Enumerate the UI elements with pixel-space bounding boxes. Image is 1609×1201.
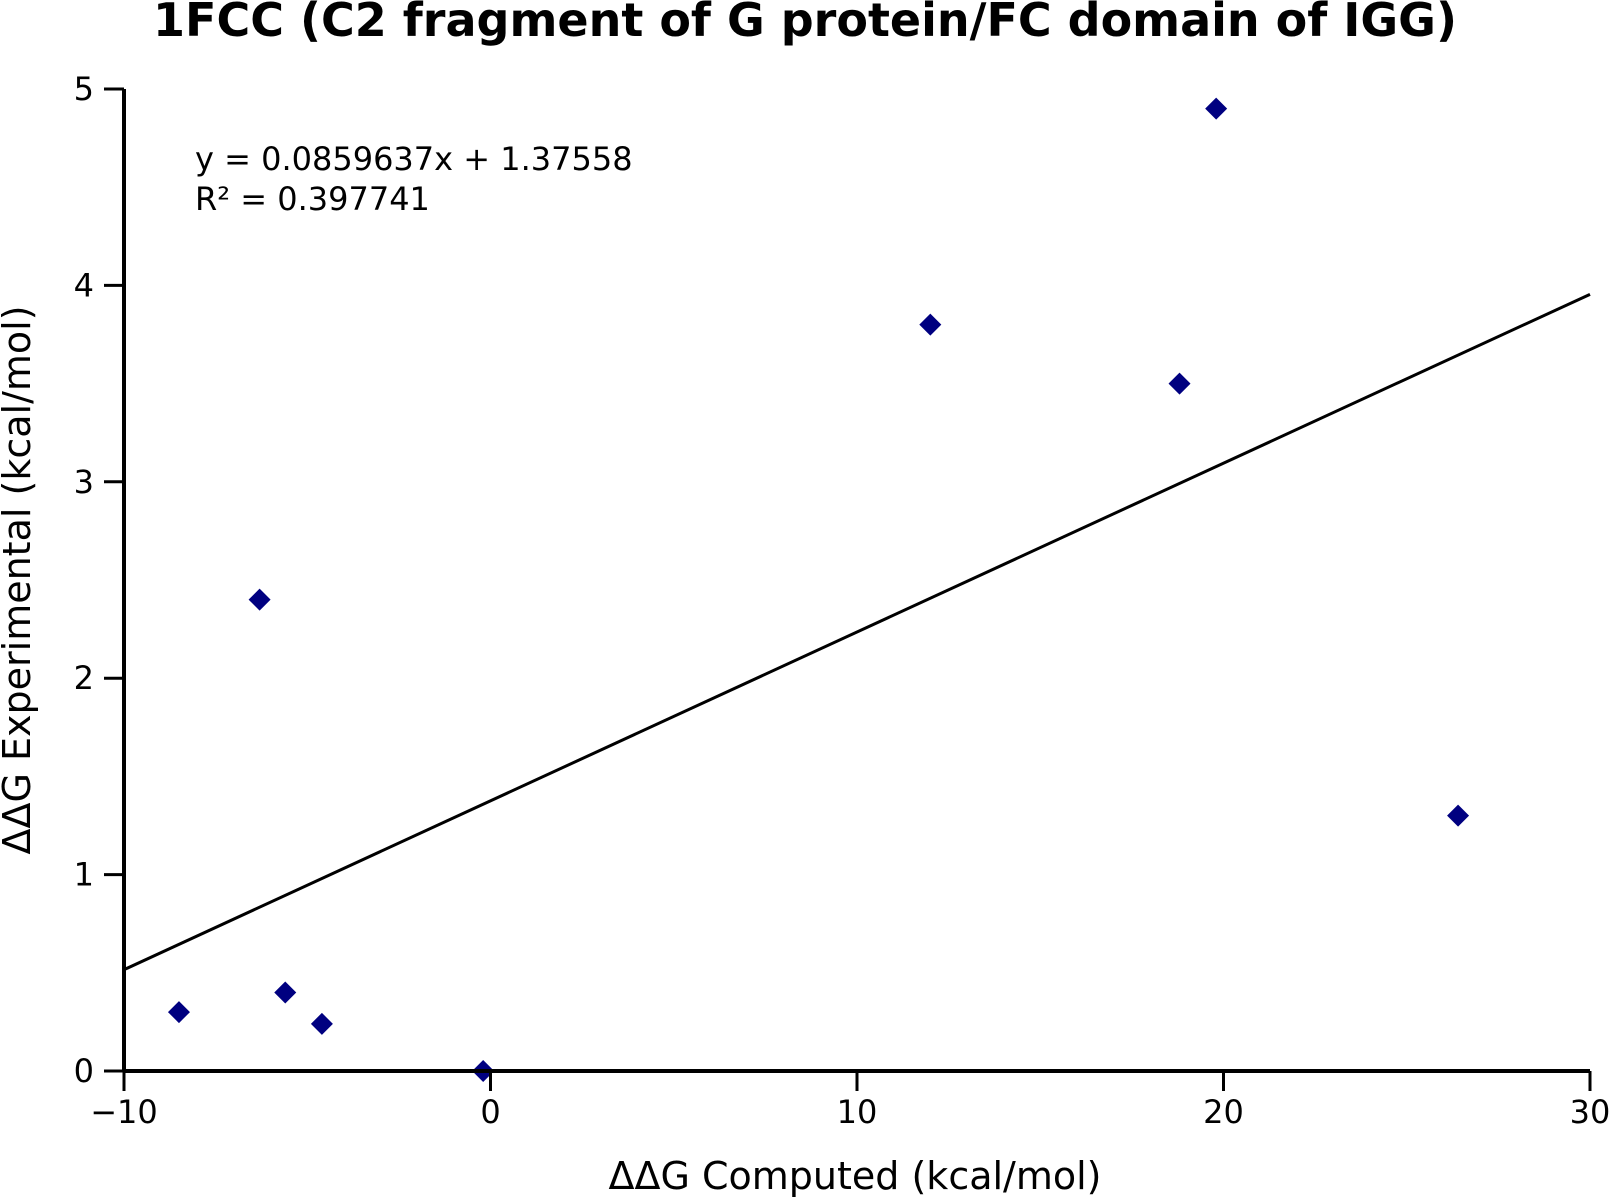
chart-title: 1FCC (C2 fragment of G protein/FC domain… <box>153 0 1457 47</box>
x-tick-label: 30 <box>1570 1093 1609 1131</box>
y-tick-label: 4 <box>74 266 94 304</box>
x-tick-label: 0 <box>480 1093 500 1131</box>
data-point <box>248 588 271 611</box>
data-point <box>1205 97 1228 120</box>
data-point <box>274 981 297 1004</box>
x-tick-label: 20 <box>1203 1093 1244 1131</box>
y-tick-label: 3 <box>74 463 94 501</box>
y-axis-label: ΔΔG Experimental (kcal/mol) <box>0 305 39 854</box>
data-point <box>167 1001 190 1024</box>
data-point <box>1447 804 1470 827</box>
y-tick-label: 5 <box>74 70 94 108</box>
y-tick-label: 0 <box>74 1052 94 1090</box>
x-tick-label: 10 <box>837 1093 878 1131</box>
y-tick-label: 1 <box>74 856 94 894</box>
x-axis-label: ΔΔG Computed (kcal/mol) <box>608 1154 1101 1198</box>
fit-r-squared: R² = 0.397741 <box>195 180 430 218</box>
x-tick-label: −10 <box>90 1093 158 1131</box>
y-tick-label: 2 <box>74 659 94 697</box>
fit-equation: y = 0.0859637x + 1.37558 <box>195 140 633 178</box>
data-point <box>919 313 942 336</box>
data-point <box>310 1012 333 1035</box>
regression-line <box>123 292 1591 972</box>
data-point <box>1168 372 1191 395</box>
